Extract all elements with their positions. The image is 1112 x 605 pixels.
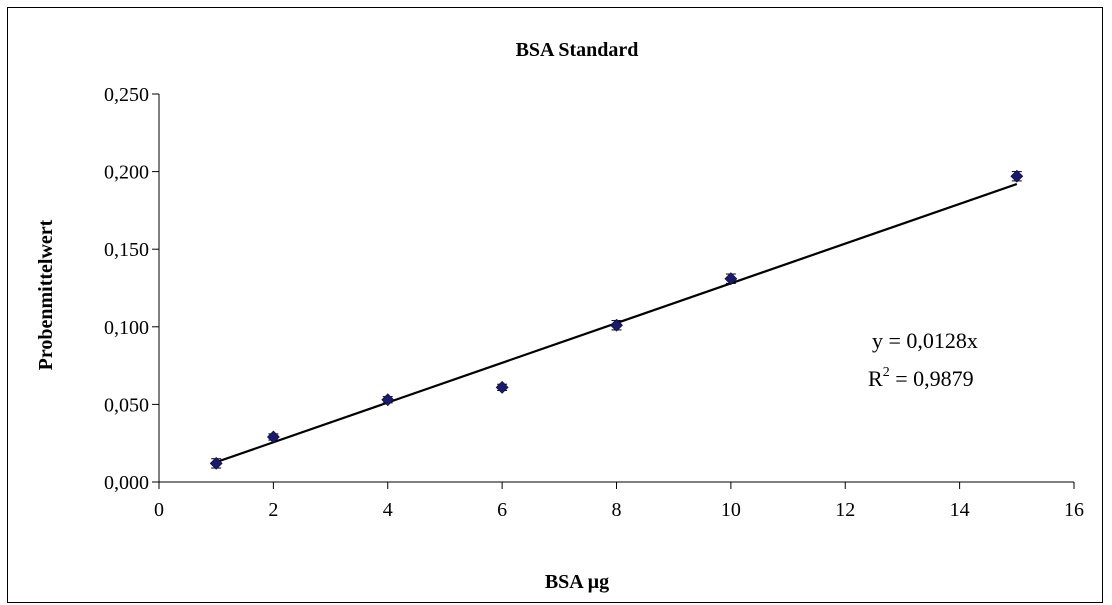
- data-point: [724, 272, 738, 286]
- x-tick-label: 12: [835, 499, 855, 521]
- scatter-chart: BSA Standard BSA µg Probenmittelwert 0 2 4…: [35, 39, 1084, 593]
- x-axis-title: BSA µg: [545, 571, 609, 593]
- x-tick-label: 4: [383, 499, 393, 521]
- x-tick-label: 14: [950, 499, 970, 521]
- r-squared-prefix: R: [868, 366, 883, 391]
- data-point: [266, 430, 280, 444]
- x-tick-label: 8: [612, 499, 622, 521]
- y-tick-label: 0,000: [104, 472, 149, 494]
- x-tick-label: 6: [497, 499, 507, 521]
- x-tick-label: 0: [154, 499, 164, 521]
- x-tick-label: 2: [268, 499, 278, 521]
- y-axis-title: Probenmittelwert: [35, 219, 57, 370]
- y-tick-label: 0,050: [104, 394, 149, 416]
- x-tick-label: 10: [721, 499, 741, 521]
- data-point: [610, 318, 623, 332]
- trendline-equation: y = 0,0128x: [872, 328, 978, 353]
- data-point: [1010, 169, 1024, 183]
- data-points: [209, 169, 1024, 470]
- chart-frame: BSA Standard BSA µg Probenmittelwert 0 2 4…: [7, 7, 1103, 603]
- y-tick-label: 0,100: [104, 317, 149, 339]
- r-squared-superscript: 2: [883, 365, 890, 380]
- r-squared-value: = 0,9879: [890, 366, 974, 391]
- y-tick-label: 0,250: [104, 84, 149, 106]
- data-point: [381, 393, 395, 407]
- data-point: [209, 456, 223, 470]
- y-tick-label: 0,150: [104, 239, 149, 261]
- chart-title: BSA Standard: [516, 39, 639, 61]
- r-squared-label: R2 = 0,9879: [868, 365, 974, 391]
- data-point: [495, 380, 509, 394]
- x-tick-label: 16: [1064, 499, 1084, 521]
- axes: 0 2 4 6 8 10 12 14 16 0,000 0,050 0,100 0,150 0,200 0,…: [104, 84, 1084, 521]
- y-tick-label: 0,200: [104, 162, 149, 184]
